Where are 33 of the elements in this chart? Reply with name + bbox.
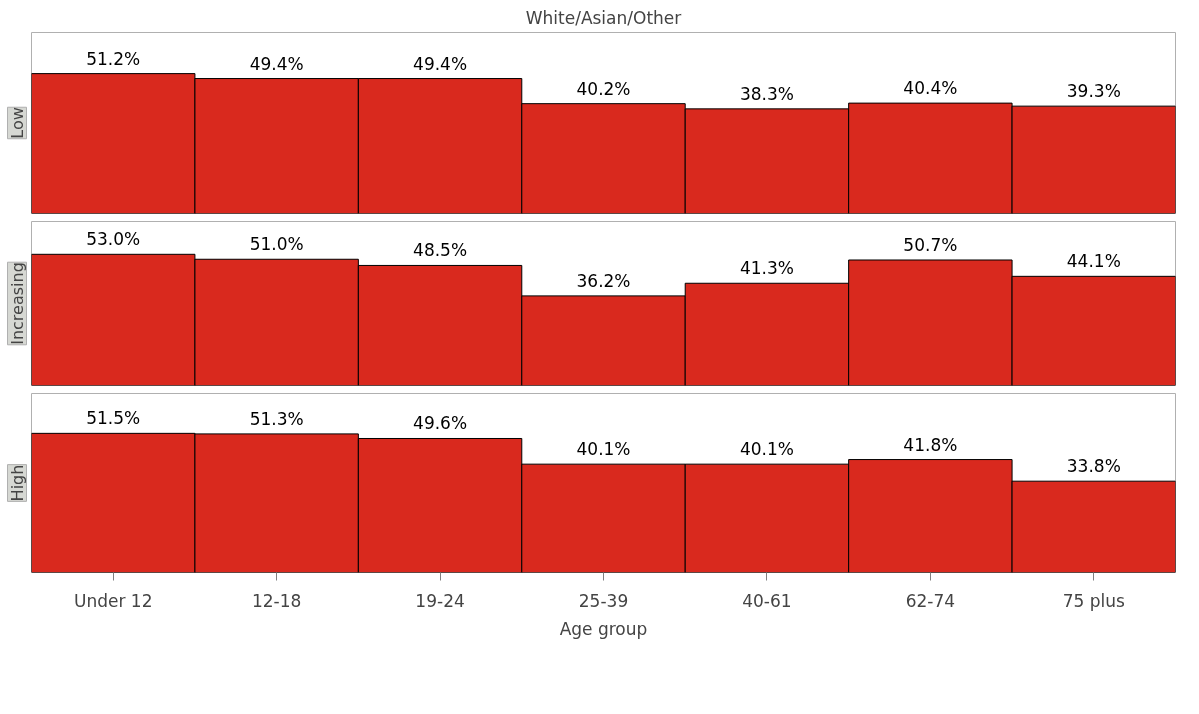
data-label: 51.2% [86,48,141,69]
x-tick-label: 62-74 [905,590,956,611]
x-tick-label: Under 12 [73,590,153,611]
data-label: 38.3% [739,83,794,104]
data-label: 51.3% [249,408,304,429]
data-label: 53.0% [86,229,141,250]
data-label: 39.3% [1066,81,1121,102]
y-axis-title: Increasing [7,262,27,345]
data-label: 44.1% [1066,251,1121,272]
data-label: 33.8% [1066,456,1121,477]
data-label: 40.1% [739,439,794,460]
data-label: 41.3% [739,258,794,279]
x-tick-label: 40-61 [742,590,792,611]
data-label: 41.8% [903,434,958,455]
y-axis-title: High [7,464,27,502]
data-label: 40.2% [576,78,631,99]
x-tick-label: 75 plus [1062,590,1126,611]
data-label: 48.5% [413,240,468,261]
data-label: 40.1% [576,439,631,460]
x-tick-label: 12-18 [251,590,302,611]
data-label: 40.4% [903,78,958,99]
y-axis-title: Low [7,107,27,139]
data-label: 49.4% [413,53,468,74]
x-tick-label: 19-24 [415,590,465,611]
data-label: 51.5% [86,408,141,429]
x-axis-title: Age group [559,618,648,639]
data-label: 49.4% [249,53,304,74]
data-label: 50.7% [903,234,958,255]
data-label: 51.0% [249,234,304,255]
data-label: 49.6% [413,413,468,434]
x-tick-label: 25-39 [578,590,629,611]
chart-title: White/Asian/Other [525,7,682,28]
data-label: 36.2% [576,270,631,291]
